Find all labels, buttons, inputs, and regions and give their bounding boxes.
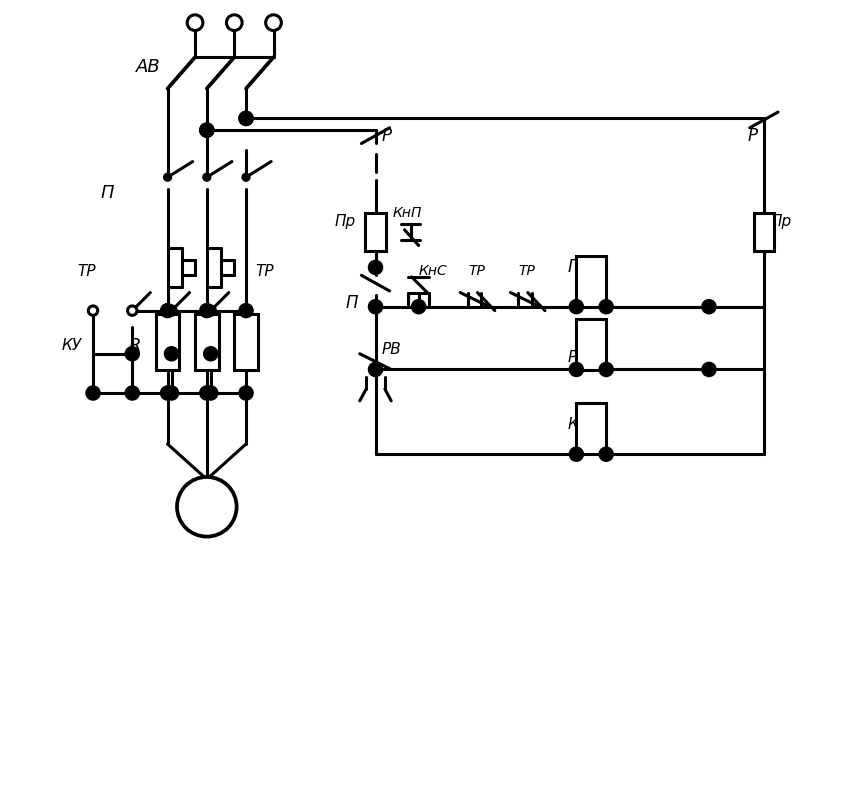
Circle shape xyxy=(204,386,217,400)
Circle shape xyxy=(164,173,171,181)
Circle shape xyxy=(368,260,382,274)
Bar xyxy=(234,314,257,370)
Text: КнС: КнС xyxy=(418,264,447,278)
Circle shape xyxy=(167,306,176,315)
Circle shape xyxy=(701,362,715,376)
Text: ТР: ТР xyxy=(468,264,485,278)
Circle shape xyxy=(226,15,242,31)
Bar xyxy=(576,402,606,454)
Circle shape xyxy=(598,362,613,376)
Text: РВ: РВ xyxy=(567,351,587,365)
Circle shape xyxy=(204,347,217,361)
Text: ТР: ТР xyxy=(78,264,96,279)
Text: КУ: КУ xyxy=(61,339,82,354)
Text: Пр: Пр xyxy=(334,215,355,230)
Circle shape xyxy=(164,347,178,361)
Text: R: R xyxy=(128,337,141,355)
Bar xyxy=(195,314,218,370)
Circle shape xyxy=(242,173,250,181)
Circle shape xyxy=(203,173,210,181)
Circle shape xyxy=(125,347,139,361)
Circle shape xyxy=(164,386,178,400)
Circle shape xyxy=(89,306,98,315)
Circle shape xyxy=(199,303,214,318)
Circle shape xyxy=(568,299,583,314)
Bar xyxy=(156,314,179,370)
Circle shape xyxy=(239,386,253,400)
Text: ТР: ТР xyxy=(518,264,534,278)
Text: ТР: ТР xyxy=(255,264,273,279)
Circle shape xyxy=(239,303,253,318)
Circle shape xyxy=(86,386,100,400)
Text: РВ: РВ xyxy=(382,343,401,358)
Text: АВ: АВ xyxy=(136,58,161,76)
Circle shape xyxy=(187,15,203,31)
Circle shape xyxy=(568,362,583,376)
Text: П: П xyxy=(101,184,114,202)
Circle shape xyxy=(160,386,175,400)
Circle shape xyxy=(239,112,253,126)
Circle shape xyxy=(199,123,214,138)
Text: Д: Д xyxy=(199,498,215,516)
Circle shape xyxy=(199,386,214,400)
Circle shape xyxy=(160,303,175,318)
Circle shape xyxy=(199,123,214,138)
Circle shape xyxy=(125,386,139,400)
Bar xyxy=(576,319,606,370)
Circle shape xyxy=(701,299,715,314)
Bar xyxy=(365,213,385,251)
Text: КнП: КнП xyxy=(392,206,422,219)
Text: П: П xyxy=(567,259,579,277)
Text: Р: Р xyxy=(746,127,757,145)
Text: Р: Р xyxy=(382,127,391,145)
Circle shape xyxy=(368,362,382,376)
Circle shape xyxy=(206,306,216,315)
Circle shape xyxy=(176,477,236,537)
Text: Пр: Пр xyxy=(769,215,791,230)
Text: П: П xyxy=(345,294,358,312)
Circle shape xyxy=(598,447,613,461)
Bar xyxy=(753,213,773,251)
Text: КУ: КУ xyxy=(567,417,587,432)
Circle shape xyxy=(239,112,253,126)
Bar xyxy=(576,256,606,307)
Circle shape xyxy=(598,299,613,314)
Circle shape xyxy=(265,15,281,31)
Circle shape xyxy=(368,299,382,314)
Circle shape xyxy=(412,299,425,314)
Circle shape xyxy=(128,306,137,315)
Circle shape xyxy=(568,447,583,461)
